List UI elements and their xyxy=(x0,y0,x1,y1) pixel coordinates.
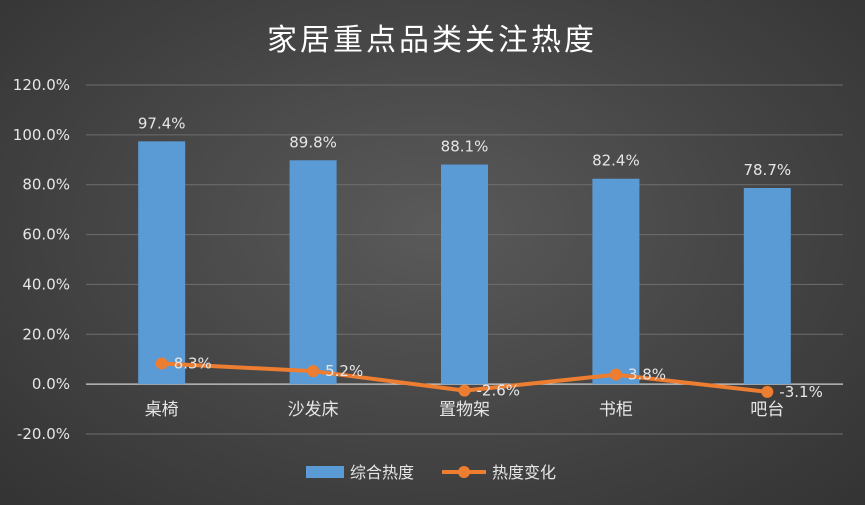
bar-value-label: 82.4% xyxy=(592,152,640,170)
category-label: 吧台 xyxy=(750,400,784,420)
bar-value-label: 97.4% xyxy=(138,114,186,132)
bar xyxy=(592,178,640,385)
line-point xyxy=(458,384,471,397)
y-tick-label: 120.0% xyxy=(13,76,70,94)
line-value-label: 3.8% xyxy=(628,366,666,384)
category-label: 桌椅 xyxy=(145,400,179,420)
chart-title: 家居重点品类关注热度 xyxy=(267,23,597,58)
line-value-label: -3.1% xyxy=(779,383,823,401)
line-value-label: 5.2% xyxy=(325,362,363,380)
category-label: 沙发床 xyxy=(288,400,339,420)
bar-value-label: 89.8% xyxy=(289,133,337,151)
y-tick-label: -20.0% xyxy=(17,425,70,443)
legend: 综合热度 热度变化 xyxy=(306,463,556,482)
line-value-label: -2.6% xyxy=(477,382,521,400)
bar-value-label: 78.7% xyxy=(743,161,791,179)
bar xyxy=(289,160,337,385)
line-data-labels: 8.3% 5.2% -2.6% 3.8% -3.1% xyxy=(174,354,823,400)
y-tick-label: 20.0% xyxy=(22,325,70,343)
y-tick-label: 0.0% xyxy=(32,375,70,393)
legend-bar-swatch xyxy=(306,466,344,478)
line-point xyxy=(155,357,168,370)
category-label: 置物架 xyxy=(439,400,490,420)
line-value-label: 8.3% xyxy=(174,354,212,372)
y-tick-label: 60.0% xyxy=(22,226,70,244)
category-label: 书柜 xyxy=(599,400,633,420)
line-point xyxy=(761,385,774,398)
bar-series xyxy=(138,141,791,385)
bar-value-label: 88.1% xyxy=(441,138,489,156)
line-point xyxy=(307,365,320,378)
bar xyxy=(138,141,186,385)
bar xyxy=(743,187,791,385)
legend-line-marker xyxy=(458,466,470,478)
bar-data-labels: 97.4% 89.8% 88.1% 82.4% 78.7% xyxy=(138,114,791,179)
y-tick-label: 80.0% xyxy=(22,176,70,194)
x-axis-categories: 桌椅 沙发床 置物架 书柜 吧台 xyxy=(145,400,785,420)
y-tick-label: 40.0% xyxy=(22,275,70,293)
bar xyxy=(441,164,488,385)
y-axis-ticks: 120.0% 100.0% 80.0% 60.0% 40.0% 20.0% 0.0% -20.… xyxy=(13,76,70,443)
line-point xyxy=(609,368,622,381)
line-series xyxy=(155,357,774,398)
legend-bar-label: 综合热度 xyxy=(350,463,414,482)
y-tick-label: 100.0% xyxy=(13,126,70,144)
legend-line-label: 热度变化 xyxy=(492,463,556,482)
